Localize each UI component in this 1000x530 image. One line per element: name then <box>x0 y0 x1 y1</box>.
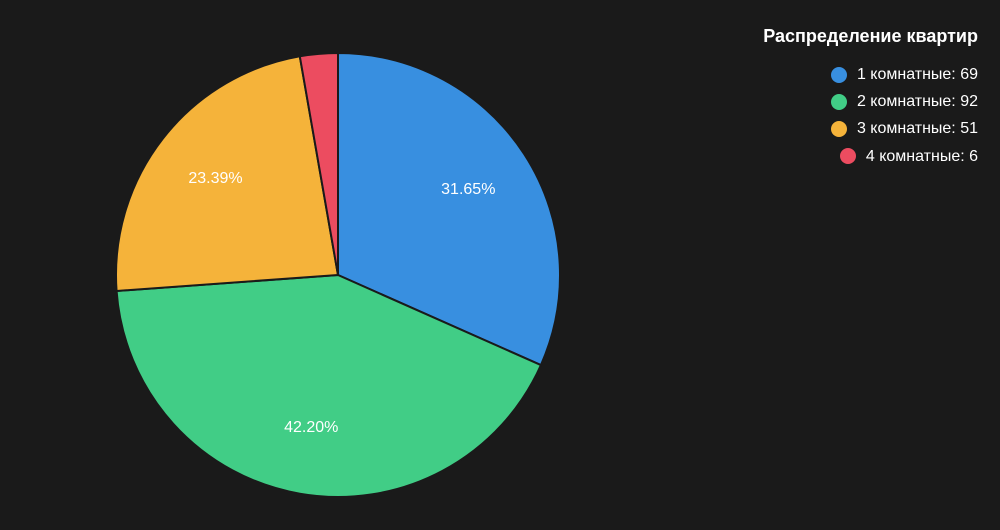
legend-title: Распределение квартир <box>763 26 978 47</box>
legend-item[interactable]: 1 комнатные: 69 <box>831 65 978 84</box>
legend-swatch-icon <box>840 148 856 164</box>
pie-slice[interactable] <box>116 56 338 291</box>
legend-item-label: 1 комнатные: 69 <box>857 65 978 84</box>
legend-item-label: 3 комнатные: 51 <box>857 119 978 138</box>
legend-item-label: 4 комнатные: 6 <box>866 147 978 166</box>
legend: Распределение квартир 1 комнатные: 69 2 к… <box>763 26 978 166</box>
legend-swatch-icon <box>831 121 847 137</box>
chart-stage: Распределение квартир 1 комнатные: 69 2 к… <box>0 0 1000 530</box>
legend-item[interactable]: 2 комнатные: 92 <box>831 92 978 111</box>
legend-items: 1 комнатные: 69 2 комнатные: 92 3 комнатны… <box>763 57 978 166</box>
legend-item[interactable]: 3 комнатные: 51 <box>831 119 978 138</box>
legend-swatch-icon <box>831 67 847 83</box>
legend-item-label: 2 комнатные: 92 <box>857 92 978 111</box>
legend-item[interactable]: 4 комнатные: 6 <box>840 147 978 166</box>
legend-swatch-icon <box>831 94 847 110</box>
